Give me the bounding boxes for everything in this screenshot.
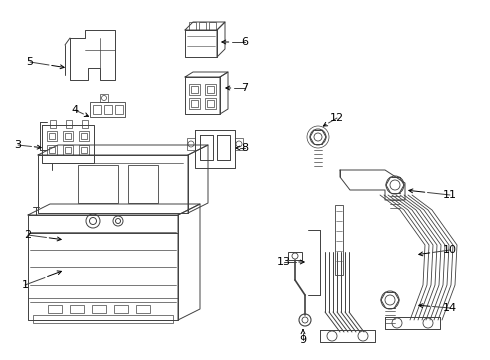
Bar xyxy=(66,120,72,128)
Bar xyxy=(187,138,195,150)
Text: 6: 6 xyxy=(242,37,248,47)
Bar xyxy=(205,84,216,95)
Text: 12: 12 xyxy=(330,113,344,123)
Bar xyxy=(335,205,343,275)
Text: 2: 2 xyxy=(24,230,31,240)
Bar xyxy=(50,120,56,128)
Bar xyxy=(209,22,216,30)
Text: 14: 14 xyxy=(443,303,457,313)
Text: 5: 5 xyxy=(26,57,33,67)
Text: 13: 13 xyxy=(277,257,291,267)
Bar xyxy=(115,105,123,114)
Bar xyxy=(191,100,198,107)
Bar xyxy=(63,145,73,155)
Text: 1: 1 xyxy=(22,280,28,290)
Bar xyxy=(78,165,118,203)
Bar xyxy=(47,131,57,141)
Bar xyxy=(100,94,108,102)
Bar xyxy=(65,133,71,139)
Text: 7: 7 xyxy=(242,83,248,93)
Bar xyxy=(189,84,200,95)
Bar xyxy=(70,305,84,313)
Bar xyxy=(79,131,89,141)
Bar xyxy=(205,98,216,109)
Bar xyxy=(79,145,89,155)
Bar xyxy=(49,147,55,153)
Bar xyxy=(136,305,150,313)
Text: 9: 9 xyxy=(299,335,307,345)
Bar xyxy=(288,252,302,260)
Bar xyxy=(33,315,173,323)
Bar xyxy=(104,105,112,114)
Text: 11: 11 xyxy=(443,190,457,200)
Bar xyxy=(81,147,87,153)
Bar xyxy=(93,105,101,114)
Bar xyxy=(189,98,200,109)
Bar xyxy=(92,305,106,313)
Text: 3: 3 xyxy=(15,140,22,150)
Bar xyxy=(199,22,206,30)
Bar xyxy=(114,305,128,313)
Text: 4: 4 xyxy=(72,105,78,115)
Bar xyxy=(63,131,73,141)
Bar xyxy=(47,145,57,155)
Bar xyxy=(81,133,87,139)
Bar xyxy=(207,100,214,107)
Bar xyxy=(207,86,214,93)
Bar xyxy=(82,120,88,128)
Bar xyxy=(90,102,125,117)
Bar xyxy=(191,86,198,93)
Bar xyxy=(49,133,55,139)
Text: 10: 10 xyxy=(443,245,457,255)
Bar xyxy=(65,147,71,153)
Bar xyxy=(128,165,158,203)
Bar xyxy=(235,138,243,150)
Text: 8: 8 xyxy=(242,143,248,153)
Bar xyxy=(48,305,62,313)
Bar xyxy=(189,22,196,30)
